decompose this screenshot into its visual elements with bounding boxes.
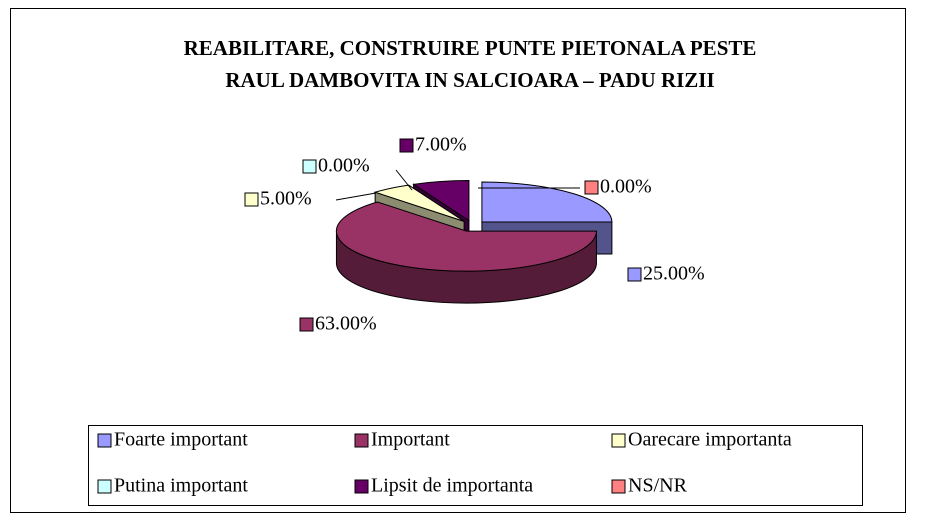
label-swatch	[584, 180, 599, 195]
label-swatch	[299, 317, 314, 332]
legend-swatch	[354, 479, 369, 494]
chart-title: RAUL DAMBOVITA IN SALCIOARA – PADU RIZII	[225, 68, 714, 92]
legend-swatch	[611, 479, 626, 494]
legend-swatch	[97, 479, 112, 494]
data-label: 5.00%	[260, 188, 312, 210]
slice	[412, 180, 470, 222]
slice	[335, 201, 597, 272]
data-label: 0.00%	[600, 176, 652, 198]
legend-label: Putina important	[114, 475, 248, 497]
legend: Foarte important Important Oarecare import…	[97, 429, 792, 497]
legend-label: NS/NR	[628, 475, 688, 497]
legend-label: Oarecare importanta	[628, 429, 792, 451]
chart-title: REABILITARE, CONSTRUIRE PUNTE PIETONALA …	[184, 36, 757, 60]
label-swatch	[244, 192, 259, 207]
legend-label: Foarte important	[114, 429, 248, 451]
legend-box	[88, 425, 863, 506]
legend-swatch	[97, 433, 112, 448]
legend-label: Lipsit de importanta	[371, 475, 533, 497]
leader-line	[335, 192, 377, 201]
data-label: 63.00%	[315, 313, 377, 335]
legend-swatch	[611, 433, 626, 448]
label-swatch	[399, 138, 414, 153]
legend-label: Important	[371, 429, 450, 451]
data-label: 25.00%	[643, 263, 705, 285]
data-labels: 25.00% 63.00% 5.00% 0.00% 7.00% 0.00%	[244, 134, 705, 335]
data-label: 0.00%	[318, 155, 370, 177]
label-swatch	[302, 159, 317, 174]
data-label: 7.00%	[415, 134, 467, 156]
label-swatch	[627, 267, 642, 282]
legend-swatch	[354, 433, 369, 448]
slice	[481, 181, 613, 223]
pie	[335, 180, 613, 304]
leader-line	[395, 169, 413, 191]
